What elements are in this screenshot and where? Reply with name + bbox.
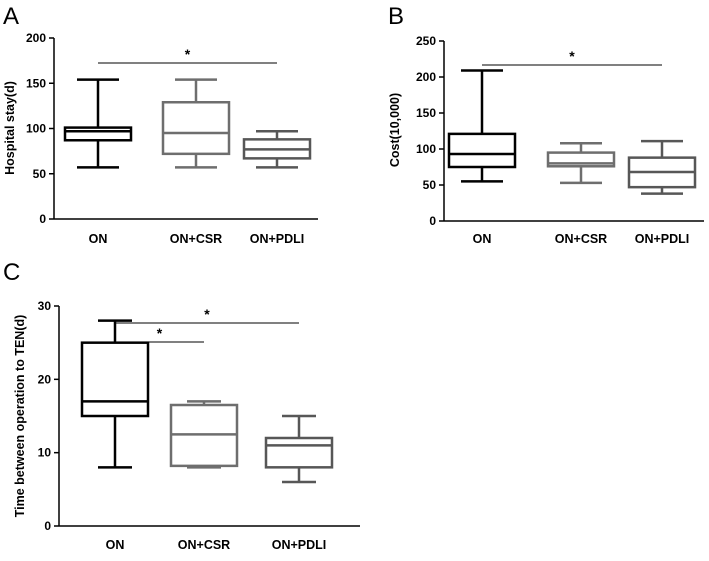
- panel-letter: A: [3, 3, 19, 30]
- box-on-pdli: [264, 414, 334, 484]
- y-tick-label: 250: [416, 34, 436, 48]
- y-tick-label: 30: [38, 299, 52, 313]
- y-tick-label: 200: [416, 70, 436, 84]
- significance-star: *: [185, 46, 191, 62]
- y-tick-label: 0: [429, 214, 436, 228]
- category-label: ON: [473, 232, 492, 246]
- category-label: ON+CSR: [555, 232, 607, 246]
- y-tick-label: 100: [416, 142, 436, 156]
- box-on-csr: [161, 78, 231, 169]
- iqr-box: [546, 151, 616, 168]
- category-label: ON+CSR: [178, 538, 230, 552]
- y-tick-label: 50: [423, 178, 437, 192]
- category-label: ON: [89, 232, 108, 246]
- y-tick-label: 10: [38, 446, 52, 460]
- significance-star: *: [569, 48, 575, 64]
- box-on-pdli: [627, 139, 697, 195]
- iqr-box: [447, 132, 517, 169]
- y-axis-label: Hospital stay(d): [3, 81, 17, 175]
- panel-letter: B: [388, 3, 404, 30]
- significance-star: *: [204, 306, 210, 322]
- box-on: [63, 78, 133, 169]
- y-tick-label: 0: [44, 519, 51, 533]
- y-tick-label: 20: [38, 372, 52, 386]
- panel-b: B 0 50 100 150 200 250 Cost(10,000) ON ON+CSR ON+P…: [388, 3, 704, 246]
- y-tick-label: 50: [33, 167, 47, 181]
- box-on-csr: [169, 400, 239, 469]
- iqr-box: [63, 126, 133, 142]
- category-label: ON+PDLI: [272, 538, 327, 552]
- box-on-csr: [546, 141, 616, 185]
- y-tick-label: 150: [26, 76, 46, 90]
- iqr-box: [264, 436, 334, 469]
- category-label: ON+CSR: [170, 232, 222, 246]
- y-axis-label: Cost(10,000): [388, 93, 402, 167]
- panel-letter: C: [3, 259, 20, 286]
- category-label: ON+PDLI: [635, 232, 690, 246]
- panel-c: C 0 10 20 30 Time between operation to TEN(d)…: [3, 259, 360, 552]
- box-on: [80, 319, 150, 469]
- iqr-box: [161, 101, 231, 156]
- y-tick-label: 200: [26, 31, 46, 45]
- category-label: ON: [106, 538, 125, 552]
- iqr-box: [80, 341, 150, 418]
- y-tick-label: 100: [26, 122, 46, 136]
- y-axis-label: Time between operation to TEN(d): [13, 315, 27, 518]
- y-tick-label: 150: [416, 106, 436, 120]
- panel-a: A 0 50 100 150 200 Hospital stay(d) ON ON+CSR ON+…: [3, 3, 318, 246]
- box-on-pdli: [242, 129, 312, 169]
- category-label: ON+PDLI: [250, 232, 305, 246]
- box-on: [447, 69, 517, 183]
- y-tick-label: 0: [39, 212, 46, 226]
- significance-star: *: [157, 325, 163, 341]
